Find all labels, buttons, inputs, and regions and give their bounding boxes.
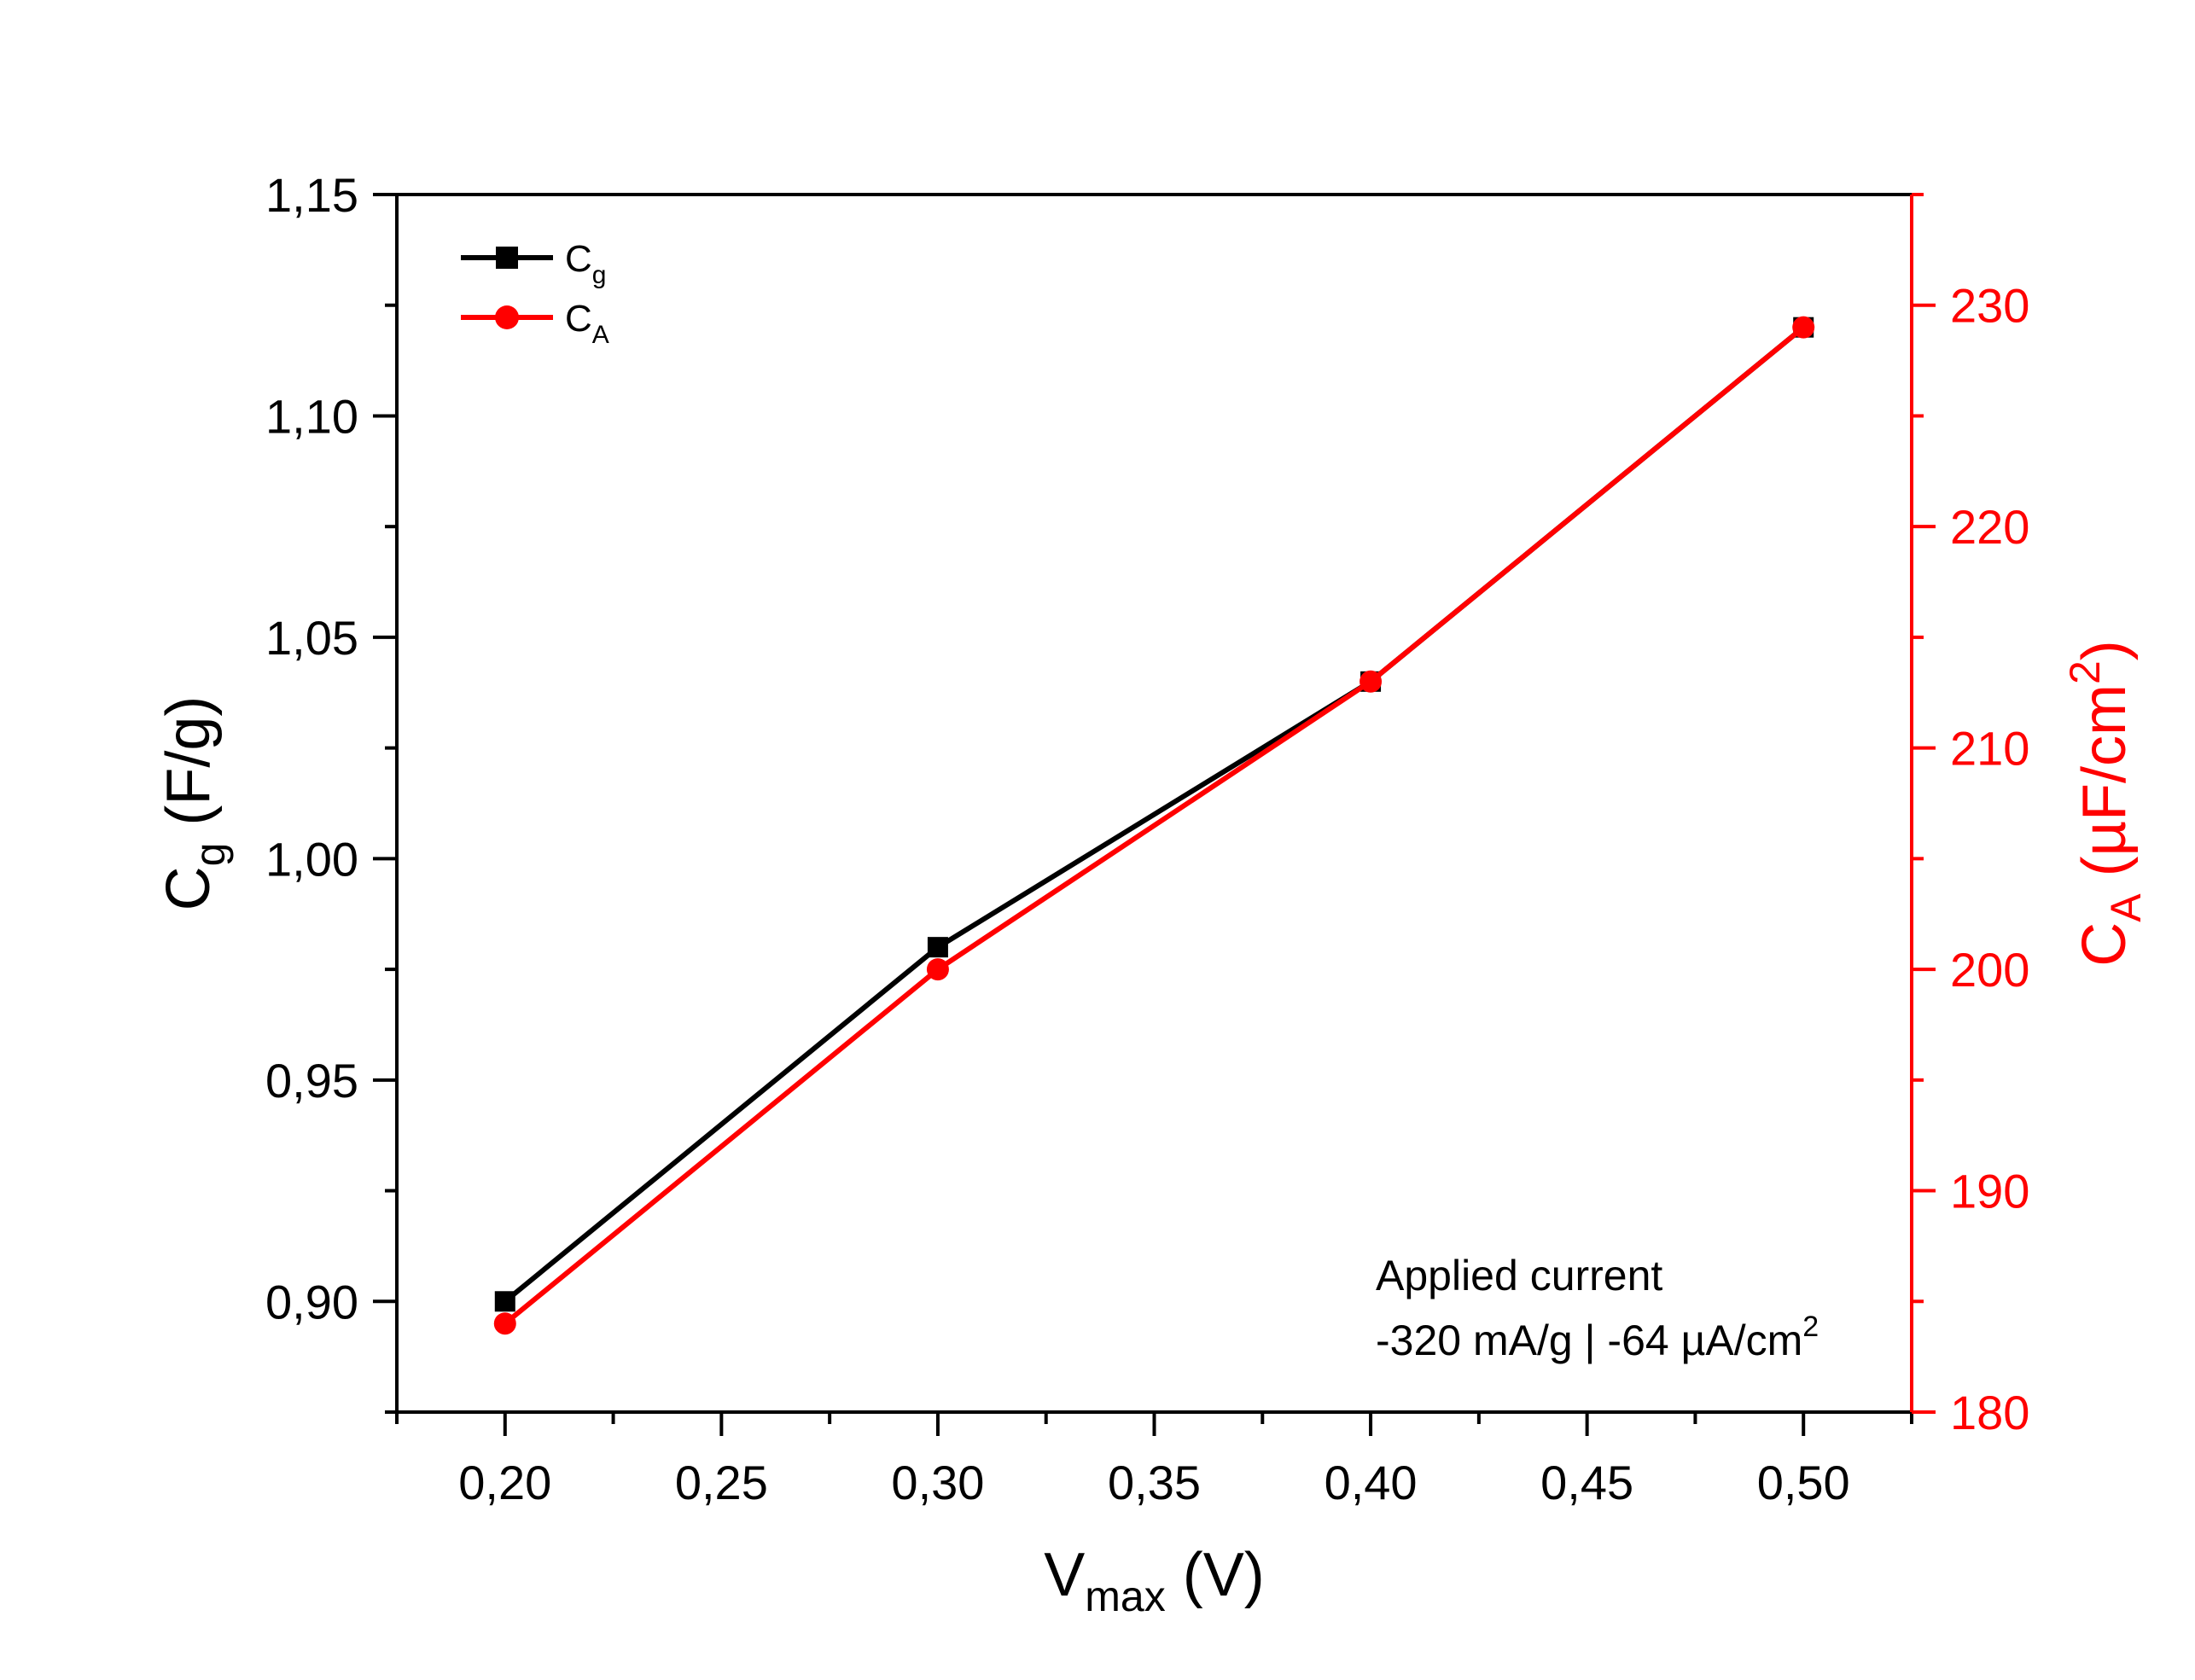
legend-marker-square: [496, 247, 518, 269]
data-point-circle: [1360, 670, 1383, 693]
y-left-tick-label: 1,05: [265, 611, 358, 665]
y-axis-right: 180 190 200 210 220 230: [1912, 193, 2029, 1439]
annotation-line-2-text: -320 mA/g | -64 µA/cm: [1376, 1317, 1802, 1364]
legend-item: Cg: [461, 238, 606, 289]
y-axis-right-title-tail: ): [2070, 640, 2139, 660]
legend-label-sub: A: [592, 321, 609, 349]
x-axis-title-rest: (V): [1166, 1541, 1265, 1609]
y-axis-left-title: Cg (F/g): [154, 696, 234, 911]
y-axis-right-title-main: C: [2070, 922, 2139, 967]
x-tick-label: 0,35: [1108, 1456, 1201, 1509]
series-line: [503, 325, 1806, 1304]
y-axis-right-title-sup: 2: [2061, 660, 2109, 684]
annotation-line-2-sup: 2: [1802, 1311, 1819, 1343]
data-point-square: [927, 937, 948, 958]
y-axis-left: 0,90 0,95 1,00 1,05 1,10 1,15: [265, 168, 397, 1414]
x-tick-label: 0,30: [891, 1456, 984, 1509]
legend-label-sub: g: [592, 261, 607, 289]
y-left-tick-label: 1,00: [265, 832, 358, 886]
legend-label: CA: [565, 298, 609, 349]
y-axis-left-title-rest: (F/g): [154, 696, 223, 843]
y-right-tick-label: 230: [1950, 279, 2029, 333]
y-right-tick-label: 220: [1950, 500, 2029, 554]
y-right-tick-label: 210: [1950, 722, 2029, 776]
x-axis-title-main: V: [1044, 1541, 1085, 1609]
legend-marker-circle: [495, 305, 519, 329]
series-layer: [493, 316, 1815, 1335]
data-point-circle: [926, 958, 949, 981]
y-axis-right-title-sub: A: [2102, 893, 2150, 922]
annotation-line-2: -320 mA/g | -64 µA/cm2: [1376, 1311, 1819, 1364]
y-axis-left-title-main: C: [154, 866, 223, 910]
data-point-square: [494, 1291, 515, 1312]
data-point-circle: [493, 1312, 516, 1335]
series-line: [503, 325, 1806, 1326]
y-left-tick-label: 1,15: [265, 168, 358, 222]
x-tick-label: 0,40: [1325, 1456, 1418, 1509]
x-axis: 0,20 0,25 0,30 0,35 0,40 0,45 0,50: [395, 1412, 1913, 1509]
annotation-line-1: Applied current: [1376, 1252, 1662, 1299]
x-tick-label: 0,50: [1757, 1456, 1850, 1509]
legend-item: CA: [461, 298, 609, 349]
x-tick-label: 0,20: [458, 1456, 551, 1509]
y-left-tick-label: 0,95: [265, 1054, 358, 1107]
y-right-tick-label: 200: [1950, 943, 2029, 997]
plot-frame: [395, 193, 1913, 1414]
y-left-tick-label: 0,90: [265, 1275, 358, 1328]
data-point-circle: [1792, 316, 1815, 339]
y-left-tick-label: 1,10: [265, 389, 358, 443]
y-right-tick-label: 180: [1950, 1386, 2029, 1439]
x-axis-title: Vmax (V): [1044, 1541, 1264, 1620]
y-axis-left-title-sub: g: [186, 843, 234, 867]
x-axis-title-sub: max: [1085, 1572, 1165, 1620]
annotation: Applied current -320 mA/g | -64 µA/cm2: [1376, 1252, 1819, 1364]
x-tick-label: 0,45: [1540, 1456, 1633, 1509]
legend-label-main: C: [565, 238, 592, 280]
y-axis-right-title-rest: (µF/cm: [2070, 684, 2139, 893]
x-tick-label: 0,25: [675, 1456, 768, 1509]
series-c-a: [493, 316, 1815, 1335]
series-c-g: [494, 317, 1814, 1312]
legend-label: Cg: [565, 238, 606, 289]
y-right-tick-label: 190: [1950, 1165, 2029, 1218]
legend-label-main: C: [565, 298, 592, 340]
y-axis-right-title: CA (µF/cm2): [2061, 640, 2150, 967]
